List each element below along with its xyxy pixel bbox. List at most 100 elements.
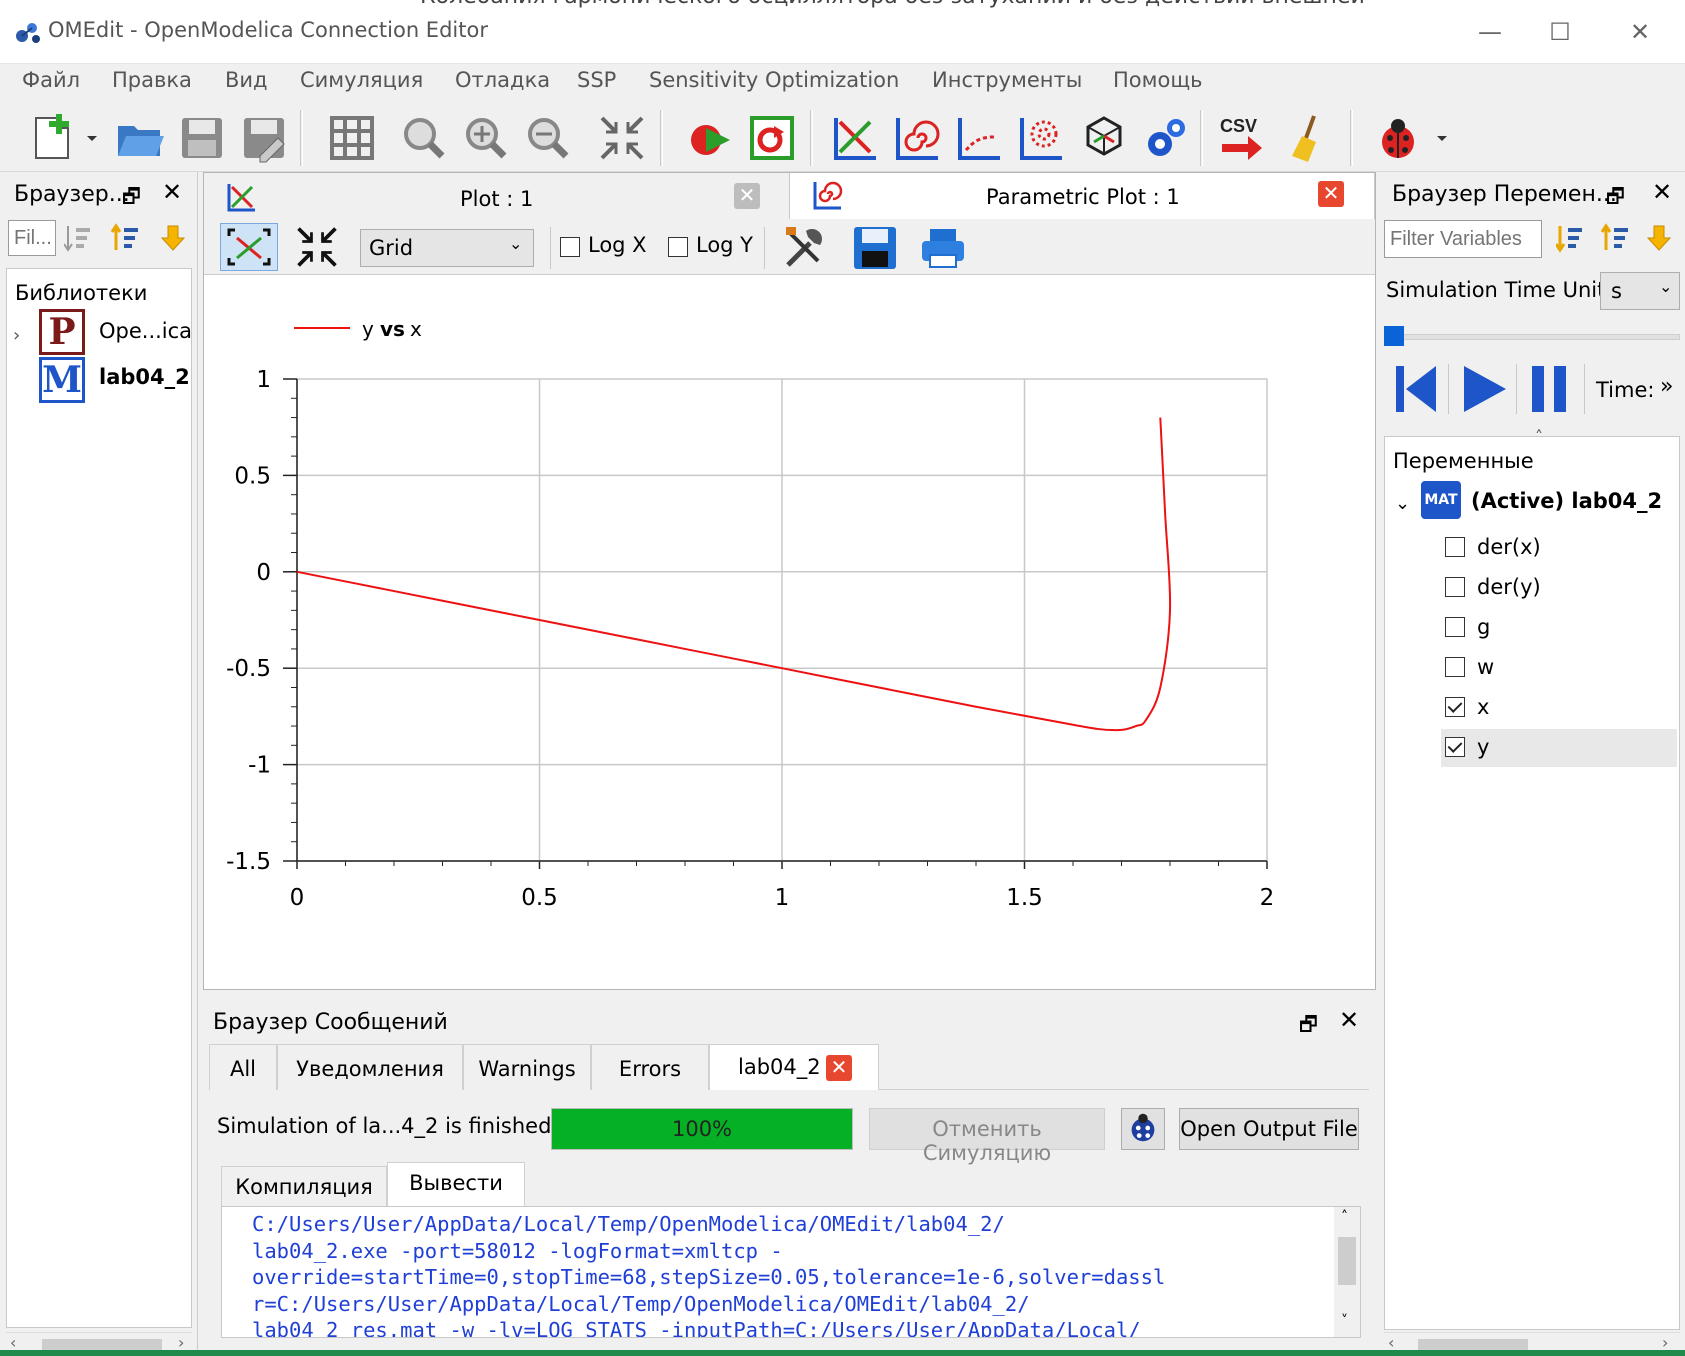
variable-row[interactable]: g <box>1441 609 1677 647</box>
scroll-thumb[interactable] <box>42 1339 162 1353</box>
cancel-simulation-button[interactable]: Отменить Симуляцию <box>869 1108 1105 1165</box>
menu-sensitivity[interactable]: Sensitivity Optimization <box>649 68 900 92</box>
menu-view[interactable]: Вид <box>225 68 268 92</box>
log-x-checkbox[interactable] <box>560 237 580 257</box>
variable-row[interactable]: der(y) <box>1441 569 1677 607</box>
scroll-right-icon[interactable]: › <box>178 1333 185 1352</box>
zoom-out-icon[interactable] <box>522 112 574 164</box>
arrow-down-icon[interactable] <box>1644 222 1674 254</box>
tab-parametric-plot-1[interactable]: Parametric Plot : 1 ✕ <box>790 173 1375 220</box>
undock-icon[interactable]: 🗗 <box>1299 1012 1318 1036</box>
scroll-left-icon[interactable]: ‹ <box>1388 1333 1395 1352</box>
menu-tools[interactable]: Инструменты <box>932 68 1083 92</box>
grid-icon[interactable] <box>326 112 378 164</box>
menu-help[interactable]: Помощь <box>1113 68 1203 92</box>
array-plot-icon[interactable] <box>954 112 1006 164</box>
scroll-up-icon[interactable]: ˄ <box>1341 1209 1348 1225</box>
open-output-file-button[interactable]: Open Output File <box>1179 1108 1359 1150</box>
sort-descending-icon[interactable] <box>1554 222 1586 254</box>
close-icon[interactable]: ✕ <box>1339 1006 1360 1034</box>
close-tab-icon[interactable]: ✕ <box>734 183 760 209</box>
library-filter-input[interactable] <box>8 220 56 256</box>
more-options-icon[interactable]: » <box>1660 374 1674 399</box>
grid-select[interactable]: Grid ⌄ <box>360 229 534 267</box>
auto-scale-icon[interactable] <box>292 223 342 271</box>
variables-filter-input[interactable] <box>1384 220 1542 258</box>
close-icon[interactable]: ✕ <box>162 178 183 206</box>
scroll-thumb[interactable] <box>1338 1237 1356 1285</box>
reset-zoom-icon[interactable] <box>596 112 648 164</box>
fit-in-view-icon[interactable] <box>220 223 278 271</box>
library-item-lab04-2[interactable]: lab04_2 <box>99 365 190 389</box>
close-icon[interactable]: ✕ <box>1652 178 1673 206</box>
menu-simulation[interactable]: Симуляция <box>300 68 424 92</box>
play-icon[interactable] <box>1460 362 1510 416</box>
tab-compilation[interactable]: Компиляция <box>221 1166 387 1206</box>
parametric-plot-icon[interactable] <box>892 112 944 164</box>
export-csv-icon[interactable]: CSV <box>1216 112 1268 164</box>
save-plot-icon[interactable] <box>850 223 900 271</box>
minimize-button[interactable]: — <box>1478 18 1502 46</box>
vertical-scrollbar[interactable]: ˄ ˅ <box>1334 1207 1360 1337</box>
animation-icon[interactable] <box>1078 112 1130 164</box>
menu-file[interactable]: Файл <box>22 68 81 92</box>
setup-tools-icon[interactable] <box>780 223 830 271</box>
tab-errors[interactable]: Errors <box>591 1044 709 1090</box>
tab-notifications[interactable]: Уведомления <box>277 1044 463 1090</box>
clear-broom-icon[interactable] <box>1286 112 1338 164</box>
menu-edit[interactable]: Правка <box>112 68 192 92</box>
chevron-right-icon[interactable]: › <box>13 325 21 346</box>
arrow-down-icon[interactable] <box>158 222 188 254</box>
tab-lab04-2[interactable]: lab04_2 ✕ <box>709 1044 879 1091</box>
tab-plot-1[interactable]: Plot : 1 ✕ <box>204 173 790 219</box>
variable-checkbox[interactable] <box>1445 577 1465 597</box>
tab-output[interactable]: Вывести <box>387 1162 525 1208</box>
sort-ascending-icon[interactable] <box>1600 222 1630 254</box>
simulate-icon[interactable] <box>684 112 736 164</box>
new-file-icon[interactable] <box>28 112 80 164</box>
menu-ssp[interactable]: SSP <box>577 68 617 92</box>
close-button[interactable]: ✕ <box>1629 18 1651 46</box>
pause-icon[interactable] <box>1528 362 1572 416</box>
slider-handle[interactable] <box>1384 326 1404 346</box>
save-as-icon[interactable] <box>238 112 290 164</box>
print-icon[interactable] <box>918 223 968 271</box>
variable-row[interactable]: w <box>1441 649 1677 687</box>
variable-checkbox[interactable] <box>1445 737 1465 757</box>
parametric-chart[interactable]: 0 0.5 1 1.5 2 1 0.5 0 -0.5 -1 -1.5 y vs x <box>204 276 1375 989</box>
sort-ascending-icon[interactable] <box>110 222 140 254</box>
scroll-right-icon[interactable]: › <box>1662 1333 1669 1352</box>
output-text-area[interactable]: C:/Users/User/AppData/Local/Temp/OpenMod… <box>221 1206 1361 1338</box>
scroll-down-icon[interactable]: ˅ <box>1341 1313 1348 1329</box>
close-tab-icon[interactable]: ✕ <box>826 1055 852 1081</box>
variable-checkbox[interactable] <box>1445 657 1465 677</box>
array-parametric-plot-icon[interactable] <box>1016 112 1068 164</box>
active-model-label[interactable]: (Active) lab04_2 <box>1471 489 1663 513</box>
debugger-dropdown-icon[interactable] <box>1434 112 1450 164</box>
zoom-in-icon[interactable] <box>460 112 512 164</box>
scroll-thumb[interactable] <box>1418 1339 1528 1353</box>
debugger-ladybug-icon[interactable] <box>1372 112 1424 164</box>
close-tab-icon[interactable]: ✕ <box>1318 181 1344 207</box>
chevron-down-icon[interactable] <box>84 112 100 164</box>
variable-row[interactable]: y <box>1441 729 1677 767</box>
undock-icon[interactable]: 🗗 <box>122 184 141 208</box>
time-slider[interactable] <box>1384 320 1680 356</box>
log-y-checkbox[interactable] <box>668 237 688 257</box>
variable-row[interactable]: der(x) <box>1441 529 1677 567</box>
sort-descending-icon[interactable] <box>63 222 94 254</box>
horizontal-scrollbar[interactable]: ‹ › <box>1384 1332 1680 1356</box>
variable-checkbox[interactable] <box>1445 537 1465 557</box>
save-icon[interactable] <box>176 112 228 164</box>
rewind-icon[interactable] <box>1392 362 1442 416</box>
menu-debug[interactable]: Отладка <box>455 68 551 92</box>
time-unit-select[interactable]: s ⌄ <box>1600 272 1680 310</box>
debugger-ladybug-icon[interactable] <box>1121 1108 1165 1150</box>
simulation-setup-icon[interactable] <box>746 112 798 164</box>
tab-warnings[interactable]: Warnings <box>463 1044 591 1090</box>
variable-checkbox[interactable] <box>1445 697 1465 717</box>
chevron-up-icon[interactable]: ˄ <box>1535 427 1543 446</box>
open-folder-icon[interactable] <box>114 112 166 164</box>
variable-checkbox[interactable] <box>1445 617 1465 637</box>
expand-chevron-icon[interactable]: ⌄ <box>1395 493 1411 514</box>
